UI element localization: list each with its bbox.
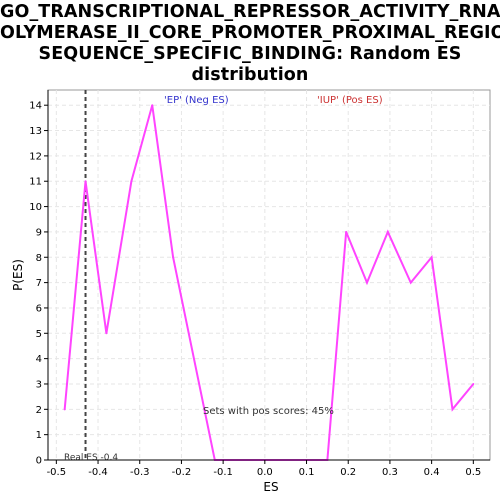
y-tick-label: 11 xyxy=(29,177,42,188)
es-data-point xyxy=(409,281,412,284)
chart-title-line-4: distribution xyxy=(191,65,309,85)
x-axis-label: ES xyxy=(263,480,278,494)
y-tick-label: 5 xyxy=(36,329,42,340)
chart-title-line-1: GO_TRANSCRIPTIONAL_REPRESSOR_ACTIVITY_RN… xyxy=(0,2,500,22)
es-data-point xyxy=(151,104,154,107)
x-tick-label: 0.2 xyxy=(340,467,356,478)
es-data-point xyxy=(472,382,475,385)
chart-title-line-3: SEQUENCE_SPECIFIC_BINDING: Random ES xyxy=(38,44,462,64)
x-tick-label: -0.4 xyxy=(88,467,108,478)
y-tick-label: 10 xyxy=(29,202,42,213)
es-data-point xyxy=(63,408,66,411)
y-tick-label: 2 xyxy=(36,405,42,416)
es-data-point xyxy=(345,230,348,233)
plot-frame xyxy=(47,89,491,461)
pos-es-label: 'IUP' (Pos ES) xyxy=(317,95,383,106)
y-tick-label: 13 xyxy=(29,126,42,137)
x-tick-label: 0.5 xyxy=(465,467,481,478)
y-tick-label: 4 xyxy=(36,354,42,365)
neg-es-label: 'EP' (Neg ES) xyxy=(164,95,229,106)
chart-title-line-2: OLYMERASE_II_CORE_PROMOTER_PROXIMAL_REGI… xyxy=(0,23,500,43)
x-tick-label: 0.4 xyxy=(424,467,440,478)
real-es-annotation: Real ES -0.4 xyxy=(64,453,118,463)
pos-scores-annotation: Sets with pos scores: 45% xyxy=(203,406,334,417)
es-data-point xyxy=(451,408,454,411)
x-tick-label: -0.1 xyxy=(213,467,233,478)
x-tick-label: 0.3 xyxy=(382,467,398,478)
y-tick-label: 8 xyxy=(36,253,42,264)
x-tick-label: -0.2 xyxy=(172,467,192,478)
x-tick-label: -0.5 xyxy=(47,467,67,478)
y-tick-label: 7 xyxy=(36,278,42,289)
x-tick-label: 0.0 xyxy=(257,467,273,478)
es-data-point xyxy=(130,180,133,183)
y-tick-label: 1 xyxy=(36,430,42,441)
es-data-point xyxy=(365,281,368,284)
es-data-point xyxy=(430,256,433,259)
es-data-point xyxy=(105,332,108,335)
y-tick-label: 3 xyxy=(36,379,42,390)
y-tick-label: 6 xyxy=(36,303,42,314)
x-tick-label: 0.1 xyxy=(299,467,315,478)
es-data-point xyxy=(386,230,389,233)
y-tick-label: 12 xyxy=(29,151,42,162)
y-tick-label: 9 xyxy=(36,227,42,238)
es-data-point xyxy=(84,180,87,183)
grid-layer xyxy=(47,89,491,461)
y-tick-label: 0 xyxy=(36,456,42,467)
y-axis-label: P(ES) xyxy=(11,259,25,291)
y-tick-label: 14 xyxy=(29,101,42,112)
x-tick-label: -0.3 xyxy=(130,467,150,478)
es-data-point xyxy=(172,256,175,259)
axis-layer: -0.5 -0.4 -0.3 -0.2 -0.1 0.0 0.1 0.2 0.3 0.4 0.5 0 1… xyxy=(29,90,490,478)
